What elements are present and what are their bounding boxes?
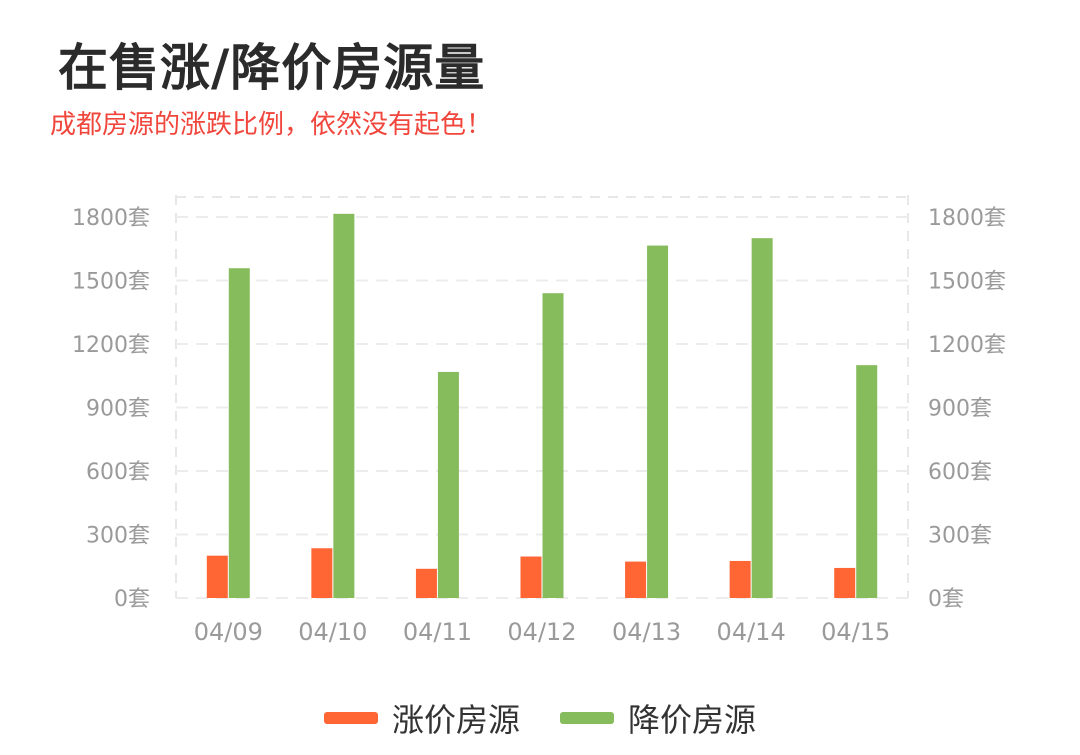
y-tick-label-right: 900套 — [928, 397, 992, 422]
bar-rising-04-13 — [625, 561, 647, 598]
page-subtitle: 成都房源的涨跌比例，依然没有起色！ — [50, 110, 493, 140]
grid-lines — [175, 195, 909, 599]
page-title: 在售涨/降价房源量 — [58, 39, 486, 97]
bar-falling-04-09 — [228, 268, 250, 598]
y-tick-label-right: 300套 — [928, 524, 992, 549]
bar-rising-04-11 — [415, 568, 437, 598]
bar-rising-04-10 — [311, 548, 333, 598]
bar-falling-04-12 — [542, 293, 564, 598]
x-tick-label: 04/15 — [821, 618, 890, 646]
bars — [206, 213, 878, 598]
y-tick-label-right: 0套 — [928, 587, 964, 612]
y-tick-label-left: 0套 — [114, 587, 150, 612]
x-tick-label: 04/11 — [403, 618, 472, 646]
y-tick-label-left: 1800套 — [72, 206, 150, 231]
legend-swatch-rising — [323, 712, 378, 724]
y-tick-label-right: 1200套 — [928, 333, 1006, 358]
bar-rising-04-14 — [729, 560, 751, 598]
x-tick-label: 04/12 — [507, 618, 576, 646]
right-y-axis-ticks: 0套 300套 600套 900套 1200套 1500套 1800套 — [928, 206, 1006, 612]
x-tick-label: 04/09 — [194, 618, 263, 646]
x-tick-label: 04/13 — [612, 618, 681, 646]
y-tick-label-left: 900套 — [86, 397, 150, 422]
y-tick-label-left: 300套 — [86, 524, 150, 549]
legend: 涨价房源 降价房源 — [0, 695, 1080, 741]
y-tick-label-right: 1500套 — [928, 270, 1006, 295]
bar-rising-04-12 — [520, 556, 542, 598]
bar-rising-04-09 — [206, 555, 228, 598]
y-tick-label-right: 600套 — [928, 460, 992, 485]
x-axis-ticks: 04/09 04/10 04/11 04/12 04/13 04/14 04/15 — [194, 618, 891, 646]
bar-chart: 0套 300套 600套 900套 1200套 1500套 1800套 0套 300套 600套… — [72, 195, 1006, 646]
bar-falling-04-10 — [333, 213, 355, 598]
legend-item-falling[interactable]: 降价房源 — [560, 695, 756, 741]
legend-item-rising[interactable]: 涨价房源 — [323, 695, 520, 741]
x-tick-label: 04/14 — [717, 618, 786, 646]
y-tick-label-left: 1200套 — [72, 333, 150, 358]
y-tick-label-left: 600套 — [86, 460, 150, 485]
legend-swatch-falling — [560, 712, 614, 724]
bar-falling-04-13 — [647, 245, 669, 598]
y-tick-label-left: 1500套 — [72, 270, 150, 295]
y-tick-label-right: 1800套 — [928, 206, 1006, 231]
x-tick-label: 04/10 — [298, 618, 367, 646]
left-y-axis-ticks: 0套 300套 600套 900套 1200套 1500套 1800套 — [72, 206, 150, 612]
bar-rising-04-15 — [834, 567, 856, 598]
legend-label-rising: 涨价房源 — [391, 701, 520, 739]
bar-falling-04-14 — [751, 238, 773, 598]
bar-falling-04-11 — [437, 371, 459, 598]
bar-falling-04-15 — [856, 365, 878, 598]
legend-label-falling: 降价房源 — [628, 701, 757, 739]
